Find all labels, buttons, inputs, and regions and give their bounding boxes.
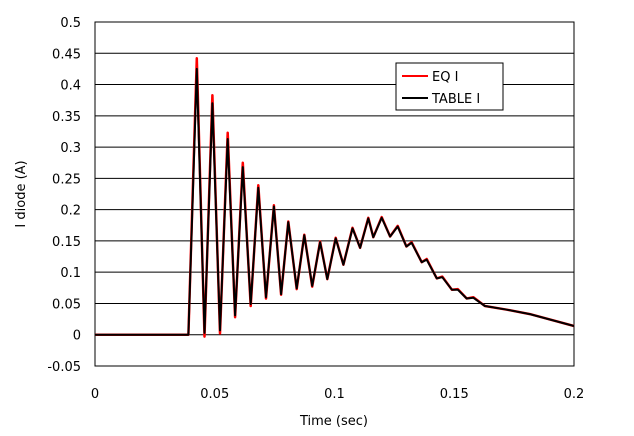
x-axis-ticks: 0 0.05 0.1 0.15 0.2	[91, 387, 584, 402]
series-lines	[95, 57, 575, 338]
y-tick-label: 0.35	[52, 110, 81, 125]
y-tick-label: 0.5	[60, 16, 81, 31]
legend-label-table-i: TABLE I	[431, 92, 480, 107]
x-tick-label: 0.05	[200, 387, 229, 402]
y-tick-label: 0.2	[60, 204, 81, 219]
y-tick-label: 0.4	[60, 79, 81, 94]
y-axis-ticks: 0.5 0.45 0.4 0.35 0.3 0.25 0.2 0.15 0.1 0.05 0 -0.0…	[47, 16, 81, 375]
x-tick-label: 0.2	[564, 387, 585, 402]
x-tick-label: 0	[91, 387, 99, 402]
y-tick-label: 0.1	[60, 266, 81, 281]
y-tick-label: 0.05	[52, 297, 81, 312]
y-tick-label: 0	[73, 329, 81, 344]
y-axis-label: I diode (A)	[14, 160, 29, 227]
x-tick-label: 0.15	[440, 387, 469, 402]
legend-label-eq-i: EQ I	[432, 70, 458, 85]
y-tick-label: 0.45	[52, 47, 81, 62]
y-tick-label: 0.25	[52, 172, 81, 187]
y-tick-label: 0.15	[52, 235, 81, 250]
y-tick-label: 0.3	[60, 141, 81, 156]
plot-area-border	[94, 21, 575, 367]
series-line-table-i	[95, 67, 575, 336]
y-tick-label: -0.05	[47, 360, 81, 375]
x-tick-label: 0.1	[324, 387, 345, 402]
legend-box	[395, 62, 504, 111]
x-axis-label: Time (sec)	[299, 414, 368, 429]
legend: EQ I TABLE I	[395, 62, 504, 111]
